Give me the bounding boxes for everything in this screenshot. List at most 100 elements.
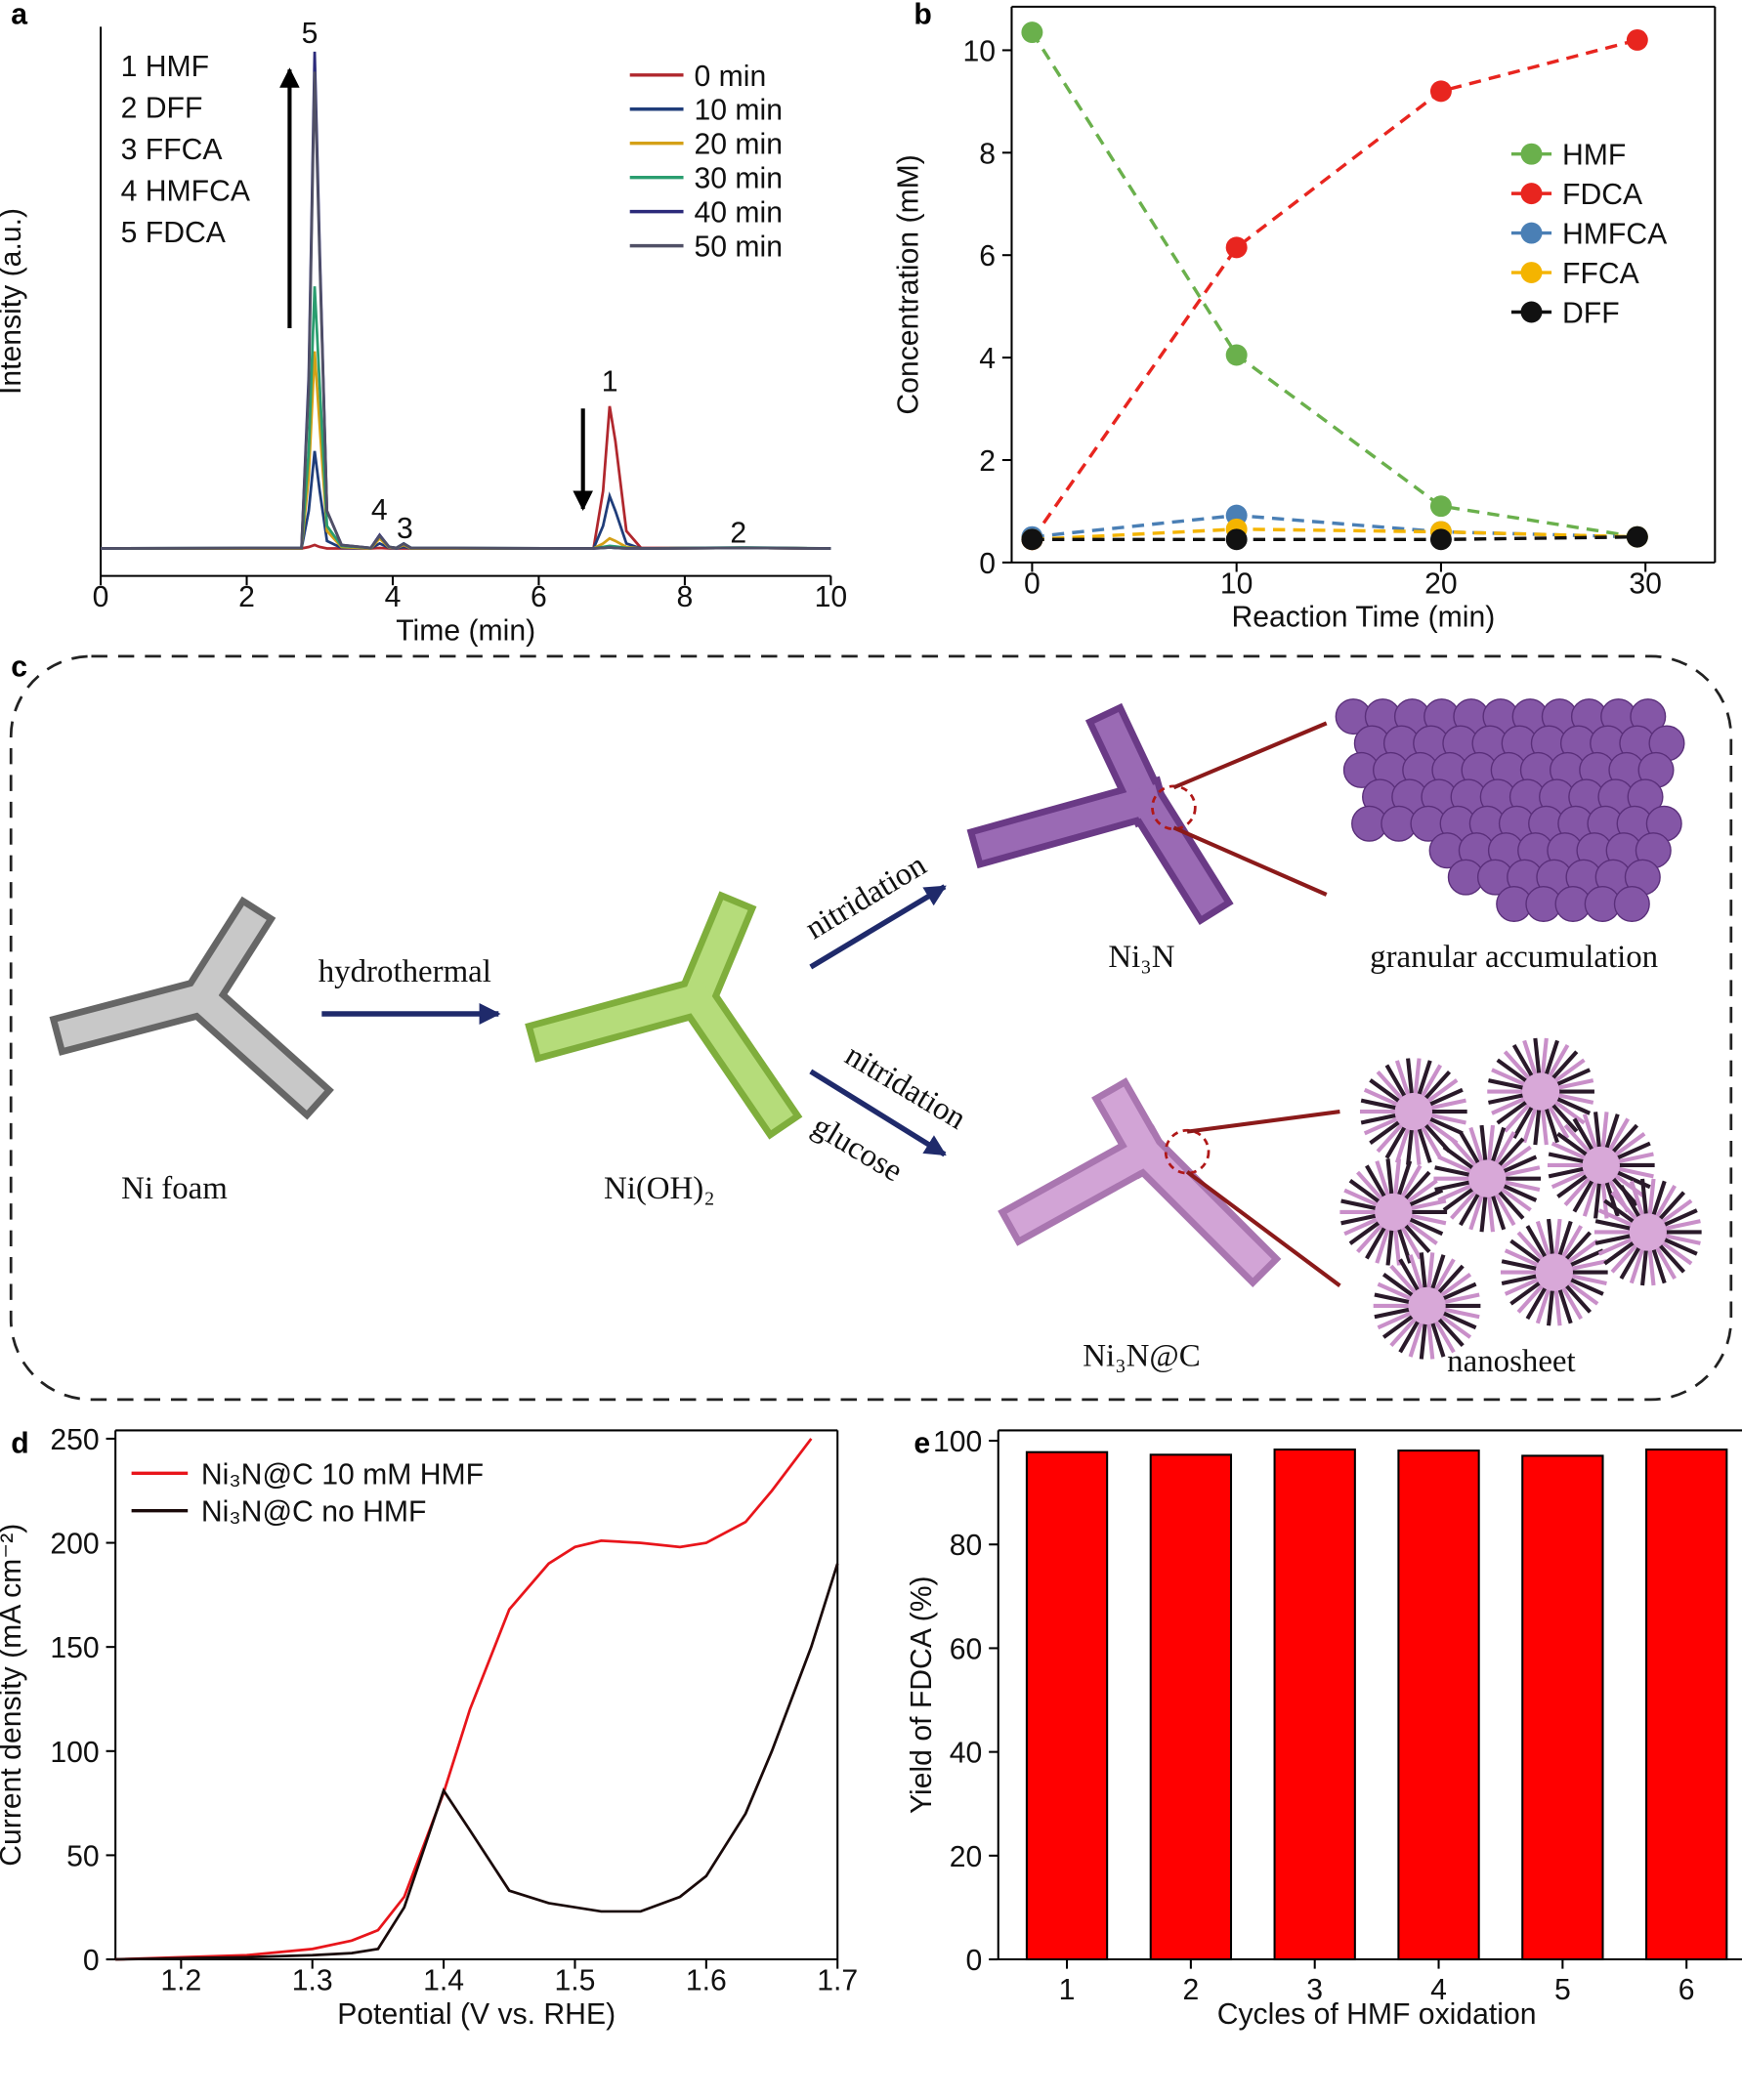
- y-tick-label: 10: [962, 35, 996, 67]
- x-tick-label: 8: [677, 581, 694, 613]
- dashed-frame: [9, 654, 1733, 1402]
- x-tick-label: 1.3: [292, 1965, 333, 1997]
- compound-label: 5 FDCA: [121, 217, 227, 249]
- y-axis-title: Concentration (mM): [892, 154, 924, 414]
- marker: [1021, 528, 1043, 551]
- spike-core: [1629, 1213, 1667, 1251]
- y-tick-label: 4: [979, 343, 996, 375]
- x-axis-title: Reaction Time (min): [1232, 602, 1496, 634]
- y-axis-title: Current density (mA cm⁻²): [0, 1524, 27, 1867]
- bar: [1273, 1449, 1356, 1961]
- legend-label: FDCA: [1562, 179, 1643, 211]
- y-tick-label: 100: [933, 1426, 982, 1458]
- y-tick-label: 0: [966, 1945, 983, 1977]
- y-tick-label: 50: [66, 1840, 100, 1872]
- y-tick-label: 6: [979, 240, 996, 273]
- marker: [1626, 28, 1648, 51]
- legend-label: DFF: [1562, 297, 1620, 329]
- compound-label: 4 HMFCA: [121, 176, 251, 208]
- series-line: [101, 286, 831, 550]
- spike-core: [1535, 1253, 1573, 1291]
- spike-core: [1394, 1092, 1433, 1131]
- material-label: Ni₃N@C: [1083, 1339, 1200, 1374]
- y-tick-label: 0: [979, 548, 996, 580]
- zoom-lines: [1172, 721, 1341, 1287]
- material-label: Ni(OH)₂: [604, 1171, 715, 1206]
- series-line: [101, 71, 831, 550]
- x-tick-label: 4: [1430, 1974, 1447, 2006]
- x-tick-label: 1.2: [160, 1965, 201, 1997]
- x-tick-label: 10: [1220, 567, 1253, 600]
- process-arrows: [321, 884, 947, 1157]
- legend-marker: [1520, 143, 1543, 165]
- ni3n-c: [998, 1077, 1282, 1287]
- y-tick-label: 20: [950, 1841, 983, 1873]
- y-tick-label: 250: [50, 1424, 99, 1456]
- legend-marker: [1520, 301, 1543, 323]
- series-line: [1031, 31, 1638, 539]
- bar: [1149, 1453, 1233, 1961]
- x-tick-label: 20: [1424, 567, 1458, 600]
- series-line: [1032, 534, 1637, 542]
- panel-label: d: [11, 1428, 28, 1460]
- x-tick-label: 6: [531, 581, 547, 613]
- granular-cluster: [1335, 698, 1685, 923]
- marker: [1429, 495, 1452, 518]
- compound-label: 2 DFF: [121, 93, 203, 125]
- y-tick-label: 0: [83, 1945, 100, 1977]
- y-tick-label: 60: [950, 1633, 983, 1665]
- material-label: Ni₃N: [1108, 940, 1174, 975]
- y-tick-label: 8: [979, 138, 996, 170]
- morphology-label: granular accumulation: [1370, 940, 1658, 975]
- y-tick-label: 200: [50, 1529, 99, 1561]
- panel-label: e: [913, 1428, 930, 1460]
- marker: [1429, 80, 1452, 103]
- x-tick-label: 1: [1059, 1974, 1076, 2006]
- spike-core: [1468, 1159, 1507, 1197]
- y-tick-label: 80: [950, 1530, 983, 1562]
- legend-label: Ni₃N@C 10 mM HMF: [201, 1458, 484, 1491]
- spike-core: [1375, 1193, 1413, 1232]
- peak-label: 2: [730, 517, 746, 549]
- bar: [1521, 1454, 1604, 1961]
- legend-label: 10 min: [695, 95, 784, 127]
- marker: [1626, 525, 1648, 548]
- x-axis-title: Time (min): [396, 614, 535, 647]
- legend-label: 30 min: [695, 163, 784, 195]
- x-axis-title: Cycles of HMF oxidation: [1217, 1998, 1537, 2031]
- x-tick-label: 4: [385, 581, 402, 613]
- series-line: [115, 1438, 813, 1961]
- series-line: [101, 351, 831, 550]
- legend-label: 50 min: [695, 231, 784, 264]
- legend-label: 40 min: [695, 197, 784, 230]
- granule: [1613, 886, 1650, 923]
- ni-foam: [49, 896, 334, 1120]
- peak-label: 4: [371, 494, 388, 526]
- material-label: Ni foam: [121, 1171, 228, 1206]
- compound-label: 3 FFCA: [121, 134, 224, 166]
- series-line: [101, 405, 831, 550]
- bar: [1397, 1449, 1480, 1961]
- y-axis-title: Intensity (a.u.): [0, 208, 27, 395]
- x-tick-label: 30: [1629, 567, 1662, 600]
- marker: [1021, 21, 1043, 44]
- x-tick-label: 0: [1024, 567, 1041, 600]
- y-tick-label: 2: [979, 445, 996, 478]
- series-line: [101, 450, 831, 550]
- legend-marker: [1520, 222, 1543, 244]
- x-tick-label: 0: [93, 581, 109, 613]
- x-tick-label: 2: [238, 581, 255, 613]
- legend-marker: [1520, 262, 1543, 284]
- marker: [1225, 344, 1248, 366]
- x-axis-title: Potential (V vs. RHE): [337, 1998, 616, 2031]
- x-tick-label: 5: [1554, 1974, 1571, 2006]
- panel-label: b: [913, 0, 931, 31]
- marker: [1429, 528, 1452, 551]
- series-line: [1031, 38, 1638, 541]
- y-tick-label: 40: [950, 1738, 983, 1770]
- arrow-label: hydrothermal: [319, 954, 491, 989]
- y-tick-label: 100: [50, 1737, 99, 1769]
- legend-label: 20 min: [695, 129, 784, 161]
- x-tick-label: 2: [1182, 1974, 1199, 2006]
